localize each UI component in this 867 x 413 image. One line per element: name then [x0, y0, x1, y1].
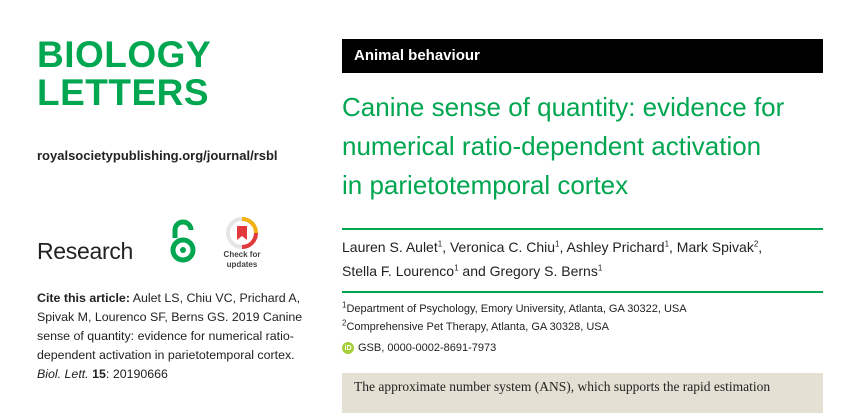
affiliation-num: 1 — [342, 300, 347, 310]
category-label: Animal behaviour — [354, 47, 480, 64]
citation-lead: Cite this article: — [37, 291, 130, 305]
author-name[interactable]: Gregory S. Berns — [489, 263, 598, 279]
orcid-text: GSB, 0000-0002-8691-7973 — [358, 342, 497, 354]
title-divider — [342, 228, 823, 230]
author-name[interactable]: Veronica C. Chiu — [449, 239, 556, 255]
journal-logo[interactable]: BIOLOGY LETTERS — [37, 36, 211, 112]
citation-journal: Biol. Lett. — [37, 367, 89, 381]
open-access-icon — [170, 219, 196, 263]
citation-block: Cite this article: Aulet LS, Chiu VC, Pr… — [37, 289, 307, 384]
author-line-1: Lauren S. Aulet1, Veronica C. Chiu1, Ash… — [342, 235, 824, 259]
section-label: Research — [37, 238, 134, 264]
author-name[interactable]: Ashley Prichard — [566, 239, 665, 255]
author-sep: , — [758, 239, 763, 255]
category-bar: Animal behaviour — [342, 39, 823, 73]
citation-article-no: 20190666 — [112, 367, 168, 381]
author-and: and — [458, 263, 490, 279]
logo-line-1: BIOLOGY — [37, 34, 212, 75]
check-updates-line2: updates — [226, 260, 258, 269]
check-for-updates-button[interactable]: Check for updates — [219, 217, 265, 269]
author-sep: , — [559, 239, 567, 255]
author-affil: 1 — [454, 263, 459, 273]
affiliation-text: Department of Psychology, Emory Universi… — [346, 303, 687, 315]
journal-url-link[interactable]: royalsocietypublishing.org/journal/rsbl — [37, 148, 278, 163]
affiliation-num: 2 — [342, 318, 347, 328]
affiliations: 1Department of Psychology, Emory Univers… — [342, 300, 687, 336]
author-sep: , — [442, 239, 450, 255]
citation-colon: : — [105, 367, 110, 381]
affiliation-text: Comprehensive Pet Therapy, Atlanta, GA 3… — [346, 321, 609, 333]
affiliation-2: 2Comprehensive Pet Therapy, Atlanta, GA … — [342, 318, 687, 336]
author-affil: 1 — [597, 263, 603, 273]
article-title: Canine sense of quantity: evidence for n… — [342, 88, 824, 205]
orcid-icon: iD — [342, 342, 354, 354]
author-name[interactable]: Lauren S. Aulet — [342, 239, 438, 255]
author-affil: 1 — [664, 239, 670, 249]
author-affil: 2 — [753, 239, 759, 249]
affiliation-1: 1Department of Psychology, Emory Univers… — [342, 300, 687, 318]
author-list: Lauren S. Aulet1, Veronica C. Chiu1, Ash… — [342, 235, 824, 283]
authors-divider — [342, 291, 823, 293]
author-affil: 1 — [437, 239, 443, 249]
logo-line-2: LETTERS — [37, 72, 210, 113]
author-name[interactable]: Mark Spivak — [676, 239, 754, 255]
citation-volume: 15 — [92, 367, 106, 381]
author-name[interactable]: Stella F. Lourenco — [342, 263, 455, 279]
abstract-box: The approximate number system (ANS), whi… — [342, 373, 823, 413]
title-line-2: numerical ratio-dependent activation — [342, 131, 762, 161]
title-line-1: Canine sense of quantity: evidence for — [342, 92, 785, 122]
title-line-3: in parietotemporal cortex — [342, 170, 629, 200]
check-updates-icon — [226, 217, 258, 249]
author-line-2: Stella F. Lourenco1 and Gregory S. Berns… — [342, 259, 824, 283]
author-sep: , — [669, 239, 677, 255]
abstract-text: The approximate number system (ANS), whi… — [354, 379, 771, 394]
orcid-link[interactable]: iD GSB, 0000-0002-8691-7973 — [342, 342, 496, 354]
citation-authors-text: Aulet LS, Chiu VC, Prichard A, Spivak M,… — [37, 291, 303, 362]
author-affil: 1 — [555, 239, 560, 249]
check-updates-line1: Check for — [223, 250, 261, 259]
